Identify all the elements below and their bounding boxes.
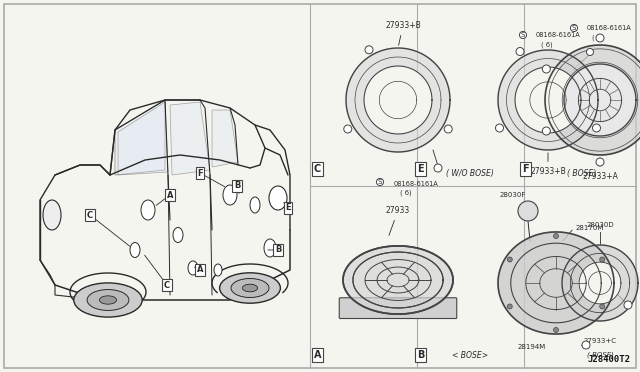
- Circle shape: [600, 304, 605, 309]
- Ellipse shape: [231, 279, 269, 298]
- Ellipse shape: [223, 185, 237, 205]
- Circle shape: [586, 48, 593, 55]
- Text: 27933+C: 27933+C: [584, 338, 616, 344]
- Polygon shape: [170, 102, 210, 175]
- Circle shape: [434, 164, 442, 172]
- Circle shape: [365, 46, 373, 54]
- Polygon shape: [515, 67, 581, 133]
- Ellipse shape: [264, 239, 276, 257]
- Ellipse shape: [173, 228, 183, 243]
- Polygon shape: [118, 102, 168, 175]
- Text: S: S: [572, 25, 576, 31]
- Polygon shape: [545, 45, 640, 155]
- Circle shape: [600, 257, 605, 262]
- Text: < BOSE>: < BOSE>: [452, 351, 488, 360]
- Ellipse shape: [214, 264, 222, 276]
- Ellipse shape: [43, 200, 61, 230]
- Circle shape: [554, 327, 559, 333]
- Text: F: F: [197, 169, 203, 177]
- Text: 27933+A: 27933+A: [582, 158, 618, 181]
- Text: E: E: [417, 164, 424, 174]
- Circle shape: [582, 341, 590, 349]
- Text: 08168-6161A: 08168-6161A: [587, 25, 632, 31]
- Circle shape: [593, 124, 600, 132]
- Ellipse shape: [188, 261, 198, 275]
- Text: B: B: [234, 182, 240, 190]
- Text: 27933+B: 27933+B: [530, 153, 566, 176]
- Text: C: C: [314, 164, 321, 174]
- Text: 08168-6161A: 08168-6161A: [536, 32, 580, 38]
- Text: C: C: [87, 211, 93, 219]
- Circle shape: [624, 301, 632, 309]
- Polygon shape: [212, 110, 238, 167]
- Text: ( BOSE): ( BOSE): [567, 169, 596, 178]
- Text: 27933+B: 27933+B: [385, 21, 421, 45]
- Text: 08168-6161A: 08168-6161A: [394, 181, 439, 187]
- Polygon shape: [562, 245, 638, 321]
- Text: B: B: [275, 246, 281, 254]
- Text: S: S: [521, 32, 525, 38]
- Text: ( 6): ( 6): [541, 42, 552, 48]
- Text: ( BOSE): ( BOSE): [587, 352, 613, 358]
- Text: 28170M: 28170M: [576, 225, 604, 231]
- Circle shape: [518, 201, 538, 221]
- Polygon shape: [498, 232, 614, 334]
- Circle shape: [542, 65, 550, 73]
- Text: ( W/O BOSE): ( W/O BOSE): [446, 169, 494, 178]
- Text: 28194M: 28194M: [518, 344, 546, 350]
- Circle shape: [344, 125, 352, 133]
- Polygon shape: [579, 262, 621, 304]
- Text: J28400T2: J28400T2: [587, 355, 630, 364]
- FancyBboxPatch shape: [4, 4, 636, 368]
- Circle shape: [542, 127, 550, 135]
- Text: A: A: [196, 266, 204, 275]
- Circle shape: [516, 48, 524, 55]
- Ellipse shape: [220, 273, 280, 303]
- Text: F: F: [522, 164, 529, 174]
- Text: 28030F: 28030F: [500, 192, 526, 198]
- Text: ( 6): ( 6): [592, 35, 604, 41]
- Circle shape: [508, 304, 512, 309]
- Polygon shape: [115, 100, 165, 175]
- Ellipse shape: [130, 243, 140, 257]
- FancyBboxPatch shape: [339, 298, 457, 318]
- Circle shape: [596, 158, 604, 166]
- Ellipse shape: [87, 289, 129, 311]
- Text: A: A: [167, 190, 173, 199]
- Ellipse shape: [243, 284, 258, 292]
- Text: ( 6): ( 6): [400, 190, 412, 196]
- Text: C: C: [164, 280, 170, 289]
- Polygon shape: [343, 246, 453, 314]
- Text: B: B: [417, 350, 424, 360]
- Ellipse shape: [74, 283, 142, 317]
- Text: E: E: [285, 203, 291, 212]
- Circle shape: [508, 257, 512, 262]
- Circle shape: [596, 34, 604, 42]
- Polygon shape: [364, 66, 432, 134]
- Polygon shape: [346, 48, 450, 152]
- Ellipse shape: [250, 197, 260, 213]
- Text: S: S: [378, 179, 382, 185]
- Polygon shape: [564, 64, 636, 136]
- Text: 28030D: 28030D: [586, 222, 614, 228]
- Circle shape: [495, 124, 504, 132]
- Circle shape: [554, 234, 559, 238]
- Ellipse shape: [269, 186, 287, 210]
- Text: A: A: [314, 350, 321, 360]
- Ellipse shape: [99, 296, 116, 304]
- Circle shape: [444, 125, 452, 133]
- Polygon shape: [498, 50, 598, 150]
- Text: 27933: 27933: [386, 206, 410, 235]
- Ellipse shape: [141, 200, 155, 220]
